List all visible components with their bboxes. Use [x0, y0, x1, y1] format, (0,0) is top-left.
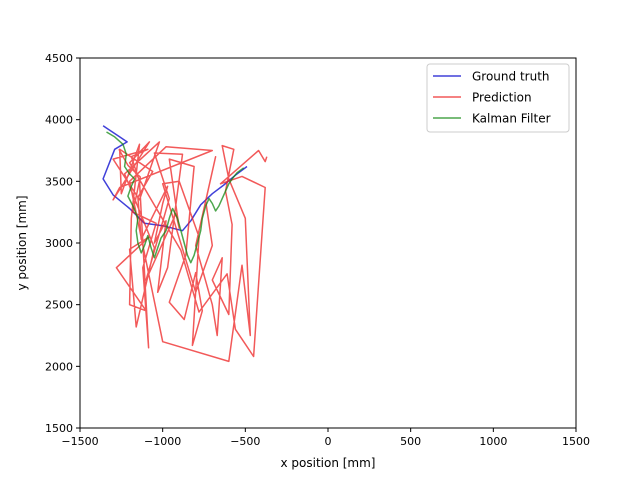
y-tick-label: 2000	[45, 360, 73, 373]
series-layer	[102, 125, 268, 363]
legend-label-prediction: Prediction	[472, 91, 532, 105]
x-tick-label: 1500	[562, 435, 590, 448]
y-tick-label: 1500	[45, 422, 73, 435]
y-tick-label: 4500	[45, 52, 73, 65]
series-line-prediction	[112, 141, 268, 363]
x-tick-label: 0	[325, 435, 332, 448]
series-line-ground-truth	[102, 125, 248, 232]
legend-label-ground-truth: Ground truth	[472, 70, 550, 84]
x-axis-label: x position [mm]	[280, 456, 375, 470]
x-tick-label: 1000	[479, 435, 507, 448]
y-tick-label: 3000	[45, 237, 73, 250]
legend: Ground truth Prediction Kalman Filter	[426, 63, 570, 133]
legend-box	[426, 63, 570, 133]
series-line-kalman-filter	[106, 131, 245, 264]
x-tick-label: 500	[400, 435, 421, 448]
x-tick-label: −1500	[61, 435, 98, 448]
y-tick-label: 3500	[45, 175, 73, 188]
x-tick-label: −500	[230, 435, 260, 448]
y-axis-label: y position [mm]	[15, 195, 29, 290]
legend-label-kalman-filter: Kalman Filter	[472, 112, 551, 126]
y-tick-label: 4000	[45, 114, 73, 127]
y-tick-label: 2500	[45, 299, 73, 312]
x-axis-ticks: −1500 −1000 −500 0 500 1000 1500	[61, 428, 590, 448]
x-tick-label: −1000	[144, 435, 181, 448]
y-axis-ticks: 1500 2000 2500 3000 3500 4000 4500	[45, 52, 80, 435]
